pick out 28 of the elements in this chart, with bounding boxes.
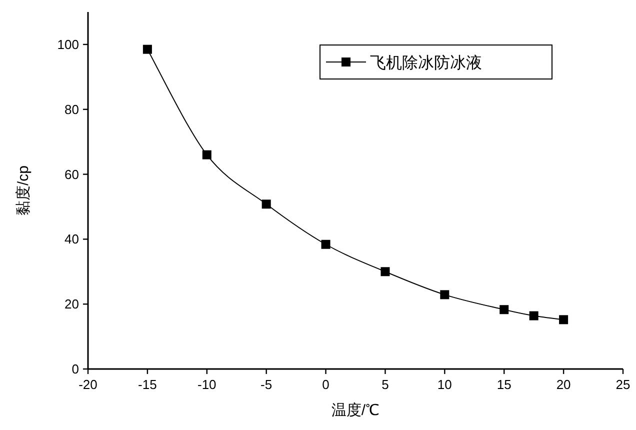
x-tick-label: 25 (616, 377, 630, 392)
y-tick-label: 60 (64, 166, 79, 182)
x-tick-label: 5 (382, 377, 389, 392)
y-tick-label: 40 (64, 232, 79, 247)
point (142, 44, 152, 54)
y-tick-label: 0 (72, 362, 79, 376)
y-tick-label: 100 (57, 36, 79, 52)
x-axis-title: 温度/℃ (331, 402, 380, 419)
point (559, 315, 568, 324)
y-tick-label: 20 (64, 296, 79, 312)
point (321, 240, 330, 249)
point (500, 305, 509, 314)
point (262, 200, 271, 209)
x-tick-label: 20 (556, 377, 571, 392)
x-tick-label: -15 (138, 377, 157, 392)
x-tick-label: -10 (197, 377, 216, 392)
x-tick-label: 0 (322, 377, 330, 392)
y-axis-title: 黏度/cp (15, 165, 32, 216)
point (529, 311, 538, 320)
legend-label: 飞机除冰防冰液 (370, 54, 482, 72)
x-tick-label: -5 (260, 377, 272, 392)
point (380, 267, 390, 276)
point (440, 290, 450, 300)
y-tick-label: 80 (64, 102, 79, 117)
point (202, 150, 212, 160)
x-tick-label: -20 (78, 377, 98, 392)
x-tick-label: 15 (496, 377, 512, 392)
x-tick-label: 10 (437, 377, 452, 392)
